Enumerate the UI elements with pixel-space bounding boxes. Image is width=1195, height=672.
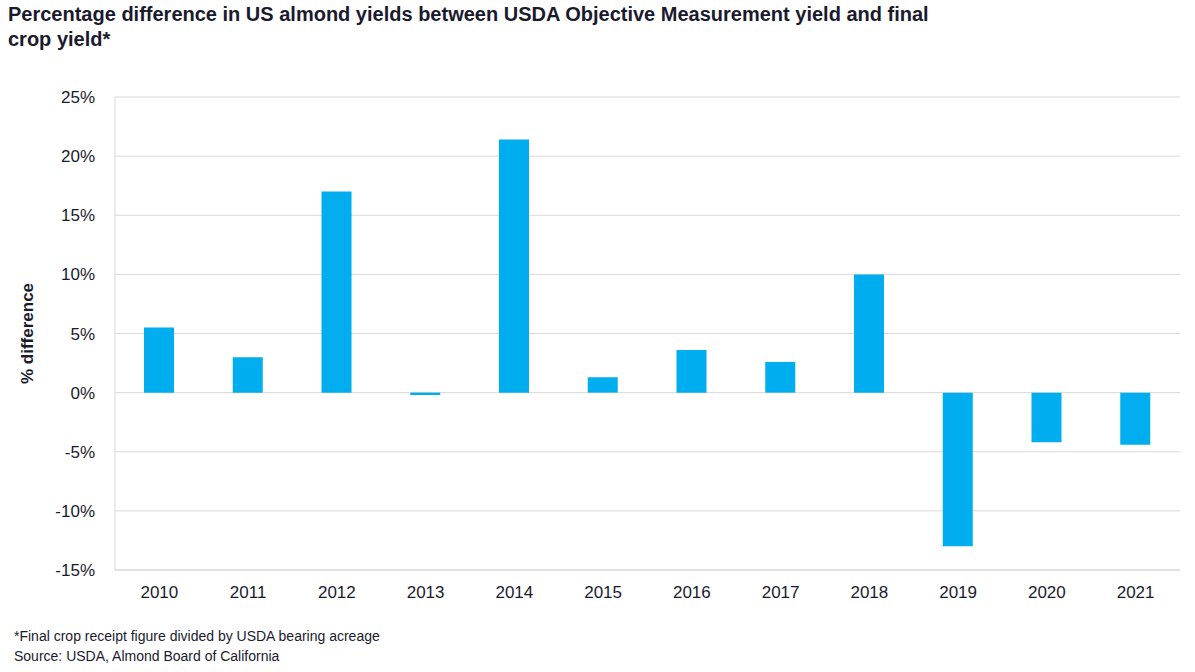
- svg-text:5%: 5%: [70, 325, 95, 344]
- svg-text:% difference: % difference: [18, 283, 37, 384]
- svg-text:-10%: -10%: [55, 502, 95, 521]
- svg-text:2016: 2016: [673, 583, 711, 602]
- svg-text:2013: 2013: [407, 583, 445, 602]
- html-text:Source: USDA, Almond Board of: Source: USDA, Almond Board of California: [14, 648, 280, 664]
- svg-text:2012: 2012: [318, 583, 356, 602]
- svg-text:2020: 2020: [1028, 583, 1066, 602]
- svg-text:25%: 25%: [61, 88, 95, 107]
- svg-text:2017: 2017: [762, 583, 800, 602]
- svg-text:10%: 10%: [61, 265, 95, 284]
- html-text:*Final crop receipt figure div: *Final crop receipt figure divided by US…: [14, 628, 380, 644]
- svg-text:0%: 0%: [70, 384, 95, 403]
- svg-text:2019: 2019: [939, 583, 977, 602]
- svg-text:2018: 2018: [850, 583, 888, 602]
- html-text:Percentage difference in US al: Percentage difference in US almond yield…: [8, 3, 929, 50]
- svg-text:20%: 20%: [61, 147, 95, 166]
- svg-text:2011: 2011: [230, 583, 267, 602]
- svg-text:2015: 2015: [584, 583, 622, 602]
- svg-text:2014: 2014: [495, 583, 533, 602]
- svg-text:15%: 15%: [61, 206, 95, 225]
- svg-text:-5%: -5%: [65, 443, 95, 462]
- svg-text:2010: 2010: [140, 583, 178, 602]
- svg-text:-15%: -15%: [55, 561, 95, 580]
- svg-text:2021: 2021: [1117, 583, 1155, 602]
